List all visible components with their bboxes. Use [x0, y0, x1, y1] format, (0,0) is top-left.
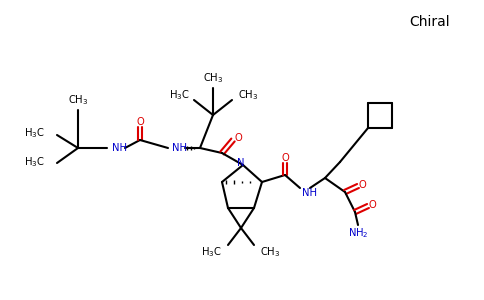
Text: O: O: [358, 180, 366, 190]
Text: CH$_3$: CH$_3$: [238, 88, 258, 102]
Text: H$_3$C: H$_3$C: [169, 88, 190, 102]
Text: CH$_3$: CH$_3$: [68, 93, 88, 107]
Text: NH$_2$: NH$_2$: [348, 226, 368, 240]
Text: CH$_3$: CH$_3$: [260, 245, 281, 259]
Text: NH: NH: [172, 143, 187, 153]
Text: O: O: [368, 200, 376, 210]
Text: O: O: [234, 133, 242, 143]
Text: Chiral: Chiral: [409, 15, 450, 29]
Text: H$_3$C: H$_3$C: [24, 155, 45, 169]
Text: N: N: [237, 158, 245, 168]
Text: CH$_3$: CH$_3$: [203, 71, 223, 85]
Text: NH: NH: [112, 143, 127, 153]
Text: H$_3$C: H$_3$C: [201, 245, 222, 259]
Text: O: O: [281, 153, 289, 163]
Text: NH: NH: [302, 188, 317, 198]
Text: H$_3$C: H$_3$C: [24, 126, 45, 140]
Text: O: O: [136, 117, 144, 127]
